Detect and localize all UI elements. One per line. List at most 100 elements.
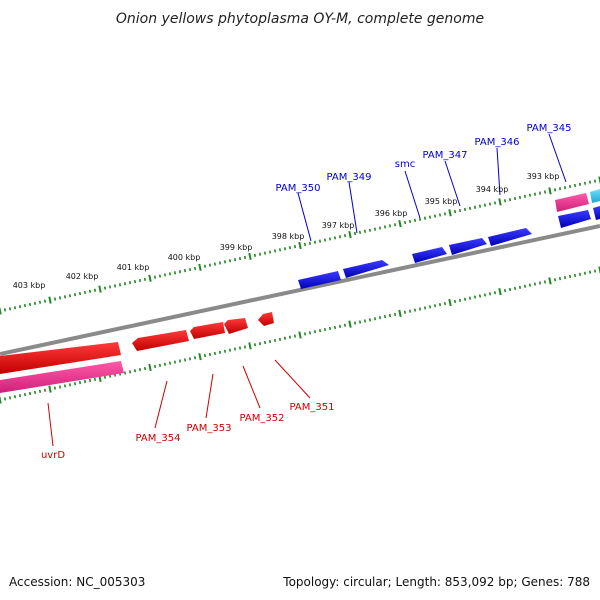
minor-tick xyxy=(28,302,32,307)
major-tick xyxy=(0,307,2,315)
minor-tick xyxy=(308,241,312,245)
minor-tick xyxy=(168,361,172,365)
gene-feature[interactable] xyxy=(298,271,341,289)
minor-tick xyxy=(123,371,127,375)
major-tick xyxy=(198,353,202,361)
rrna-feature[interactable] xyxy=(0,361,124,393)
gene-label[interactable]: PAM_349 xyxy=(327,172,372,183)
minor-tick xyxy=(373,227,377,231)
minor-tick xyxy=(303,242,307,247)
gene-label[interactable]: PAM_352 xyxy=(240,413,285,424)
minor-tick xyxy=(318,239,322,243)
major-tick xyxy=(498,288,502,296)
minor-tick xyxy=(103,375,107,379)
minor-tick xyxy=(558,277,562,281)
gene-label[interactable]: PAM_346 xyxy=(475,137,520,148)
gene-feature[interactable] xyxy=(558,210,591,228)
gene-feature[interactable] xyxy=(132,330,189,351)
trna-feature[interactable] xyxy=(590,189,600,203)
minor-tick xyxy=(513,286,517,291)
gene-feature[interactable] xyxy=(224,318,248,334)
scale-label: 399 kbp xyxy=(220,243,253,252)
minor-tick xyxy=(33,301,37,305)
minor-tick xyxy=(523,284,527,288)
minor-tick xyxy=(13,306,17,310)
rrna-feature[interactable] xyxy=(555,193,589,212)
major-tick xyxy=(348,320,352,328)
scale-label: 394 kbp xyxy=(476,185,509,194)
minor-tick xyxy=(393,312,397,317)
reverse-gene-labels: PAM_354 PAM_353 PAM_352 PAM_351 uvrD xyxy=(41,402,335,461)
major-tick xyxy=(498,198,502,206)
minor-tick xyxy=(488,202,492,206)
minor-tick xyxy=(183,358,187,362)
minor-tick xyxy=(423,216,427,220)
genome-backbone xyxy=(0,224,600,356)
minor-tick xyxy=(283,247,287,251)
gene-label[interactable]: PAM_350 xyxy=(276,183,321,194)
gene-label[interactable]: PAM_353 xyxy=(187,423,232,434)
minor-tick xyxy=(268,339,272,344)
minor-tick xyxy=(58,296,62,300)
accession-label: Accession: NC_005303 xyxy=(9,575,145,589)
minor-tick xyxy=(268,250,272,254)
minor-tick xyxy=(333,325,337,330)
minor-tick xyxy=(258,342,262,346)
minor-tick xyxy=(18,394,22,398)
minor-tick xyxy=(333,236,337,240)
minor-tick xyxy=(378,226,382,230)
scale-label: 400 kbp xyxy=(168,253,201,262)
minor-tick xyxy=(173,360,177,364)
minor-tick xyxy=(338,324,342,328)
forward-gene-labels: PAM_350 PAM_349 smc PAM_347 PAM_346 PAM_… xyxy=(276,123,572,194)
gene-label[interactable]: PAM_351 xyxy=(290,402,335,413)
minor-tick xyxy=(503,288,507,293)
minor-tick xyxy=(273,338,277,343)
minor-tick xyxy=(293,244,297,249)
gene-feature[interactable] xyxy=(412,247,447,263)
minor-tick xyxy=(533,282,537,286)
upper-scale-track xyxy=(0,176,600,315)
minor-tick xyxy=(463,297,467,301)
gene-feature[interactable] xyxy=(0,342,121,374)
minor-tick xyxy=(373,317,377,321)
major-tick xyxy=(298,241,302,250)
scale-label: 393 kbp xyxy=(527,172,560,181)
minor-tick xyxy=(93,377,97,382)
gene-feature[interactable] xyxy=(593,206,600,220)
gene-feature[interactable] xyxy=(488,228,532,246)
minor-tick xyxy=(538,281,542,285)
minor-tick xyxy=(418,307,422,311)
forward-rna-features xyxy=(555,189,600,212)
minor-tick xyxy=(28,391,32,396)
minor-tick xyxy=(528,193,532,197)
minor-tick xyxy=(233,258,237,262)
major-tick xyxy=(198,263,202,271)
gene-label[interactable]: PAM_347 xyxy=(423,150,468,161)
minor-tick xyxy=(43,299,47,303)
minor-tick xyxy=(443,301,447,306)
minor-tick xyxy=(78,381,82,385)
gene-feature[interactable] xyxy=(449,238,487,255)
gene-label[interactable]: PAM_354 xyxy=(136,433,181,444)
minor-tick xyxy=(88,289,92,293)
gene-feature[interactable] xyxy=(258,312,274,326)
minor-tick xyxy=(138,278,142,283)
minor-tick xyxy=(413,218,417,223)
scale-label: 403 kbp xyxy=(13,281,46,290)
gene-feature[interactable] xyxy=(343,260,389,278)
minor-tick xyxy=(63,295,67,299)
minor-tick xyxy=(583,271,587,275)
minor-tick xyxy=(508,198,512,202)
gene-label[interactable]: uvrD xyxy=(41,450,65,461)
map-title: Onion yellows phytoplasma OY-M, complete… xyxy=(116,11,484,27)
gene-label[interactable]: PAM_345 xyxy=(527,123,572,134)
minor-tick xyxy=(53,297,57,301)
minor-tick xyxy=(388,224,392,228)
gene-label[interactable]: smc xyxy=(395,159,415,170)
forward-label-leaders xyxy=(297,133,567,242)
gene-feature[interactable] xyxy=(190,322,225,339)
minor-tick xyxy=(238,256,242,261)
minor-tick xyxy=(568,184,572,189)
